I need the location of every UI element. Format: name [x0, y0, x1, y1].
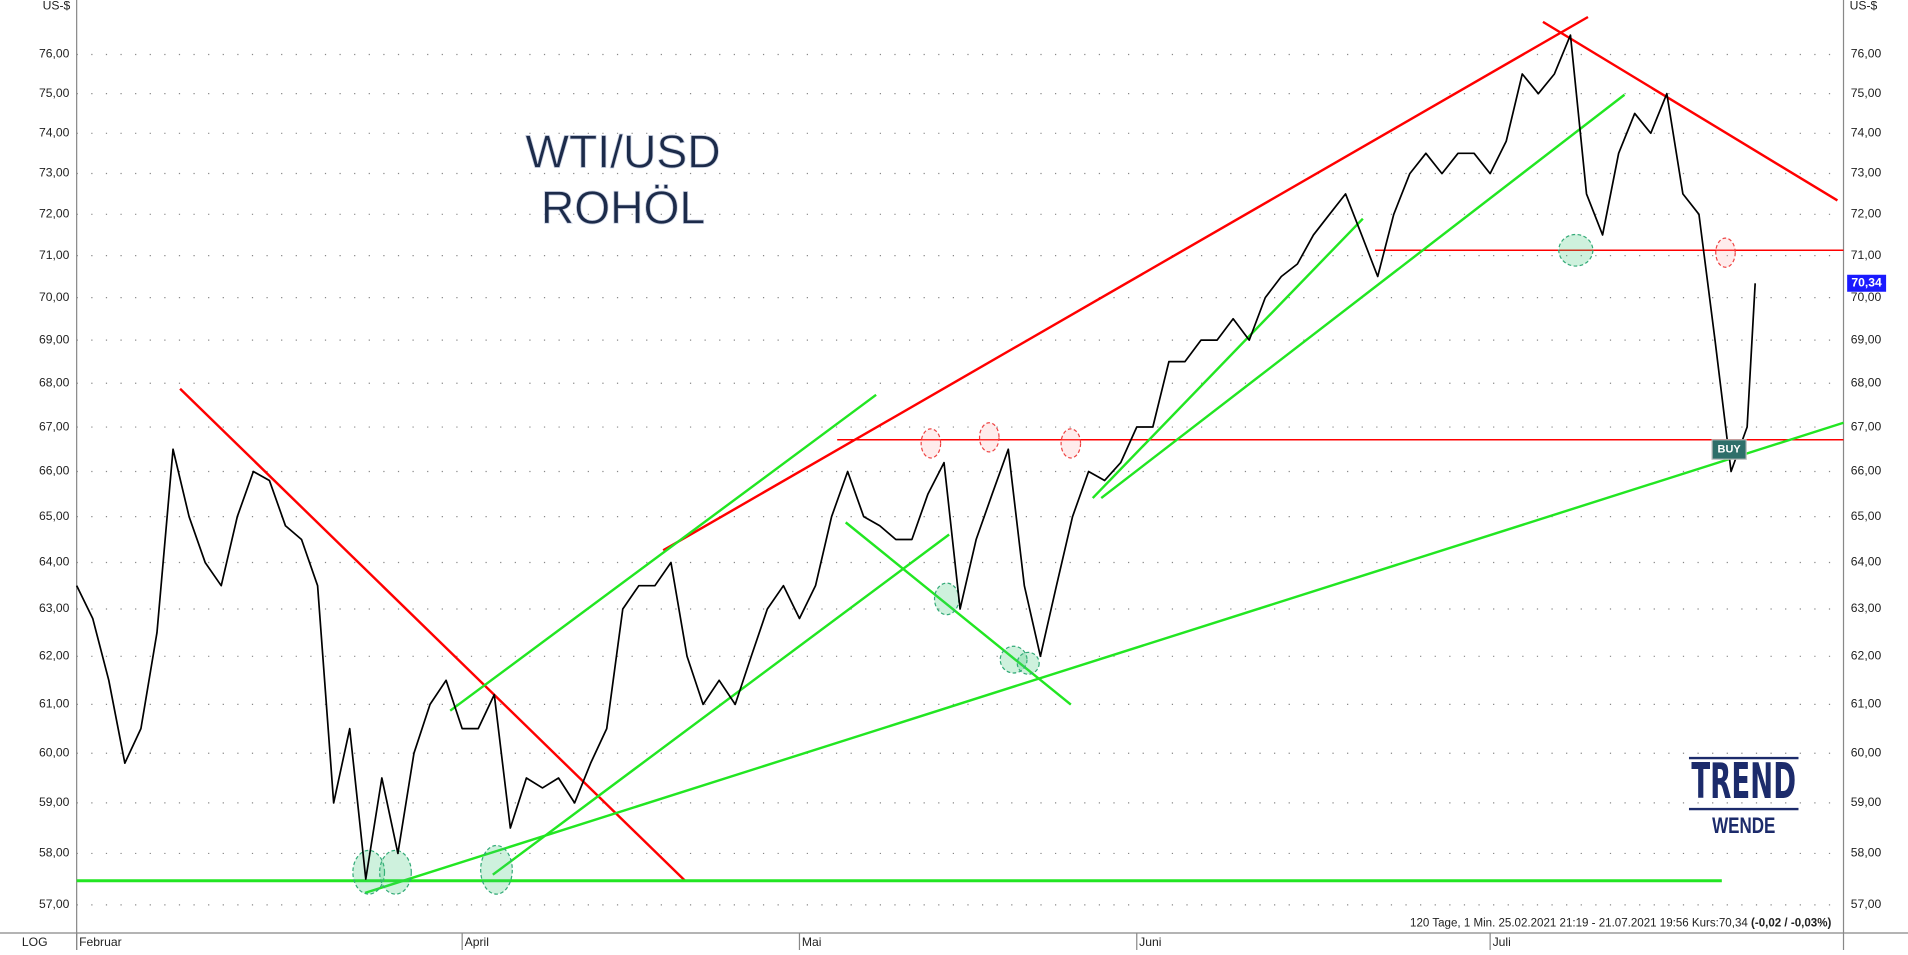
- y-tick-label: 72,00: [39, 207, 70, 221]
- y-tick-label: 73,00: [1851, 166, 1882, 180]
- x-tick-label: April: [465, 935, 489, 949]
- y-tick-label: 59,00: [39, 795, 70, 809]
- y-tick-label: 75,00: [39, 86, 70, 100]
- y-tick-label: 67,00: [1851, 419, 1882, 433]
- y-tick-label: 74,00: [1851, 126, 1882, 140]
- marker: [999, 645, 1028, 674]
- y-unit: US-$: [1850, 0, 1878, 12]
- marker: [920, 428, 942, 459]
- price-line: [75, 34, 1757, 880]
- y-tick-label: 62,00: [39, 649, 70, 663]
- signal: BUY: [1718, 443, 1742, 455]
- y-tick-label: 66,00: [39, 464, 70, 478]
- y-tick-label: 69,00: [39, 332, 70, 346]
- y-tick-label: 67,00: [39, 419, 70, 433]
- plot: 70,34: [75, 34, 1887, 880]
- y-tick-label: 61,00: [1851, 697, 1882, 711]
- marker: [1060, 428, 1082, 459]
- y-tick-label: 71,00: [1851, 248, 1882, 262]
- x-tick-label: Mai: [802, 935, 822, 949]
- trend-line: [492, 533, 950, 876]
- trend-line: [449, 393, 877, 712]
- y-tick-label: 60,00: [1851, 745, 1882, 759]
- trend-line: [1091, 217, 1364, 499]
- y-tick-label: 65,00: [1851, 509, 1882, 523]
- y-tick-label: 75,00: [1851, 86, 1882, 100]
- y-tick-label: 62,00: [1851, 649, 1882, 663]
- trend-lines: [76, 15, 1844, 895]
- trend-line: [179, 387, 686, 882]
- x-tick-label: Juni: [1139, 935, 1161, 949]
- marker: [480, 844, 513, 895]
- marker: [978, 422, 1000, 453]
- y-tick-label: 60,00: [39, 745, 70, 759]
- y-tick-label: 63,00: [1851, 601, 1882, 615]
- y-tick-label: 74,00: [39, 126, 70, 140]
- signal-badge: [1711, 439, 1747, 460]
- trend-line: [844, 521, 1072, 706]
- marker: [933, 582, 960, 616]
- marker: [1715, 237, 1736, 268]
- scale-label: LOG: [22, 935, 48, 949]
- marker: [379, 849, 412, 895]
- y-tick-label: 64,00: [39, 555, 70, 569]
- y-tick-label: 64,00: [1851, 555, 1882, 569]
- logo-sub: WENDE: [1712, 813, 1775, 838]
- support-markers: [352, 233, 1594, 895]
- y-tick-label: 68,00: [1851, 375, 1882, 389]
- last-price-label: 70,34: [1851, 275, 1882, 289]
- footer: 120 Tage, 1 Min. 25.02.2021 21:19 - 21.0…: [1410, 917, 1831, 929]
- marker: [1558, 233, 1594, 267]
- y-tick-label: 58,00: [39, 846, 70, 860]
- x-tick-label: Juli: [1493, 935, 1511, 949]
- marker: [1016, 651, 1040, 675]
- last-price-box: [1847, 274, 1887, 292]
- trend-line: [662, 15, 1589, 552]
- y-tick-label: 65,00: [39, 509, 70, 523]
- x-tick-label: Februar: [79, 935, 122, 949]
- y-tick-label: 58,00: [1851, 846, 1882, 860]
- y-tick-label: 73,00: [39, 166, 70, 180]
- y-tick-label: 57,00: [1851, 897, 1882, 911]
- chart-title: WTI/USD: [525, 126, 720, 178]
- y-tick-label: 76,00: [1851, 47, 1882, 61]
- y-tick-label: 71,00: [39, 248, 70, 262]
- y-tick-label: 70,00: [39, 290, 70, 304]
- y-tick-label: 57,00: [39, 897, 70, 911]
- trend-line: [1100, 93, 1626, 500]
- grid: 57,00 57,00 58,00 58,00 59,00 59,00 60,00 60,00…: [39, 47, 1882, 950]
- footer-text: 120 Tage, 1 Min. 25.02.2021 21:19 - 21.0…: [1410, 917, 1748, 929]
- footer-change: (-0,02 / -0,03%): [1751, 917, 1831, 929]
- y-tick-label: 69,00: [1851, 332, 1882, 346]
- marker: [352, 849, 386, 895]
- y-tick-label: 70,00: [1851, 290, 1882, 304]
- resistance-markers: [920, 237, 1736, 459]
- logo: TREND: [1691, 754, 1796, 810]
- y-tick-label: 61,00: [39, 697, 70, 711]
- chart-subtitle: ROHÖL: [541, 182, 705, 234]
- y-tick-label: 59,00: [1851, 795, 1882, 809]
- y-tick-label: 66,00: [1851, 464, 1882, 478]
- y-tick-label: 63,00: [39, 601, 70, 615]
- y-tick-label: 72,00: [1851, 207, 1882, 221]
- trend-line: [1542, 20, 1839, 202]
- y-unit: US-$: [43, 0, 71, 12]
- y-tick-label: 76,00: [39, 47, 70, 61]
- trend-line: [364, 421, 1844, 895]
- y-tick-label: 68,00: [39, 375, 70, 389]
